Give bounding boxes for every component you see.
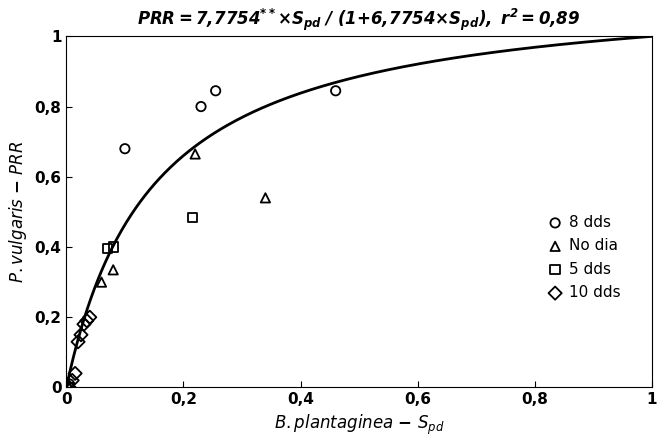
Y-axis label: $\bf{\mathit{P. vulgaris}}$ $\bf{-}$ $\bf{\mathit{PRR}}$: $\bf{\mathit{P. vulgaris}}$ $\bf{-}$ $\b… <box>7 141 29 283</box>
10 dds <box>67 377 78 384</box>
10 dds <box>73 338 84 345</box>
X-axis label: $\bf{\mathit{B. plantaginea}}$ $\bf{-}$ $\bf{\mathit{S_{pd}}}$: $\bf{\mathit{B. plantaginea}}$ $\bf{-}$ … <box>274 413 444 437</box>
Title: $\bfit{PRR = 7{,}7754^{**}{\times}S_{pd}\ /\ (1{+}6{,}7754{\times}S_{pd}),\ r^2{: $\bfit{PRR = 7{,}7754^{**}{\times}S_{pd}… <box>137 7 581 33</box>
5 dds <box>108 243 118 250</box>
No dia <box>108 266 118 274</box>
8 dds <box>210 87 221 94</box>
10 dds <box>78 321 89 328</box>
5 dds <box>187 214 198 221</box>
8 dds <box>196 103 207 110</box>
10 dds <box>76 331 86 338</box>
5 dds <box>102 245 113 252</box>
10 dds <box>70 370 80 377</box>
5 dds <box>64 384 74 391</box>
8 dds <box>120 145 130 152</box>
10 dds <box>64 384 74 391</box>
10 dds <box>84 313 95 321</box>
No dia <box>260 194 271 202</box>
8 dds <box>64 381 74 388</box>
No dia <box>96 278 107 285</box>
No dia <box>190 151 201 158</box>
5 dds <box>64 384 74 391</box>
8 dds <box>331 87 341 94</box>
8 dds <box>64 384 74 391</box>
Legend: 8 dds, No dia, 5 dds, 10 dds: 8 dds, No dia, 5 dds, 10 dds <box>541 209 627 306</box>
10 dds <box>82 317 92 324</box>
No dia <box>64 384 74 391</box>
